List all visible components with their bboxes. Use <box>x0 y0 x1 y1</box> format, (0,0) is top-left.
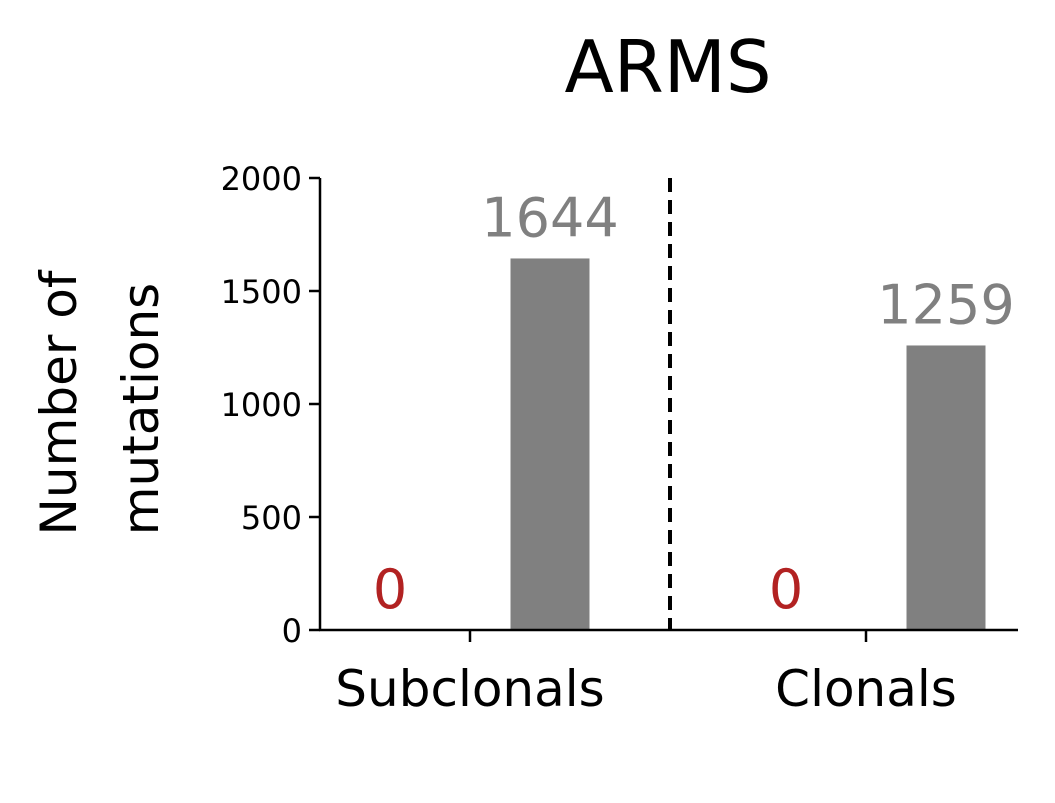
y-tick-label-1000: 1000 <box>221 386 302 424</box>
y-tick-label-2000: 2000 <box>221 160 302 198</box>
data-label-clonals-2: 1259 <box>877 273 1014 336</box>
data-label-clonals-1: 0 <box>769 558 803 621</box>
x-tick-label-clonals: Clonals <box>775 660 957 718</box>
x-tick-label-subclonals: Subclonals <box>335 660 604 718</box>
y-axis-label: Number of mutations <box>30 269 170 535</box>
chart-title: ARMS <box>564 25 771 109</box>
data-label-subclonals-2: 1644 <box>481 186 618 249</box>
bar-subclonals-2 <box>510 258 590 630</box>
data-label-subclonals-1: 0 <box>373 558 407 621</box>
bar-clonals-2 <box>906 345 986 630</box>
plot-area: 0 0 1644 1259 0 500 1000 1500 2000 Subclonals Clon… <box>221 160 1018 718</box>
y-axis-label-line-1: Number of <box>30 269 88 535</box>
y-tick-label-1500: 1500 <box>221 273 302 311</box>
y-tick-label-0: 0 <box>282 612 302 650</box>
y-axis-label-line-2: mutations <box>112 283 170 535</box>
y-tick-label-500: 500 <box>241 499 302 537</box>
